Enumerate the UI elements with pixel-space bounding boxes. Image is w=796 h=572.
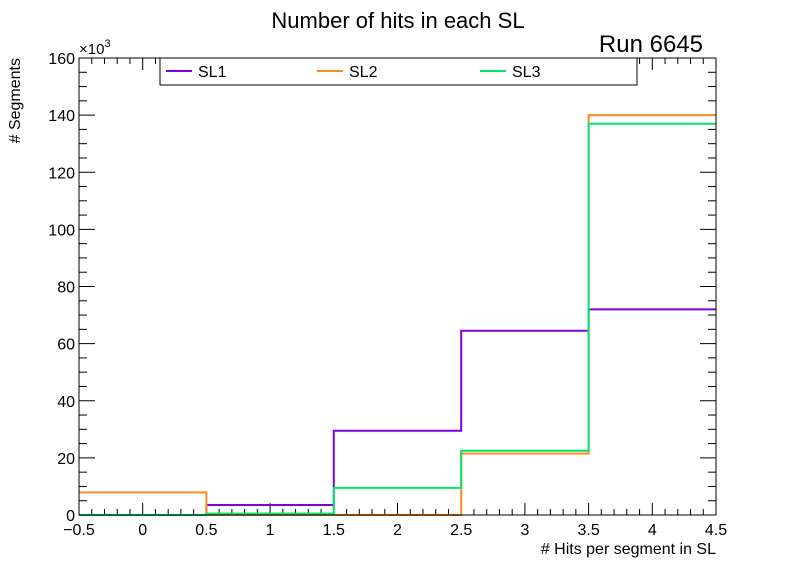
y-tick-label: 40 (57, 394, 75, 411)
legend-label-sl3: SL3 (512, 64, 541, 81)
y-tick-label: 140 (48, 108, 75, 125)
x-tick-label: 4.5 (705, 522, 727, 539)
x-tick-labels: −0.5 0 0.5 1 1.5 2 2.5 3 3.5 4 4.5 (63, 522, 727, 539)
y-tick-label: 120 (48, 165, 75, 182)
legend-label-sl1: SL1 (198, 64, 227, 81)
x-tick-label: 1.5 (323, 522, 345, 539)
y-axis-label: # Segments (7, 58, 24, 143)
chart-title: Number of hits in each SL (271, 8, 524, 33)
y-tick-label: 160 (48, 51, 75, 68)
x-tick-label: 4 (648, 522, 657, 539)
x-tick-label: 0.5 (195, 522, 217, 539)
y-multiplier: ×103 (79, 38, 111, 58)
series-sl3-line (79, 122, 716, 516)
x-tick-label: 1 (266, 522, 275, 539)
y-multiplier-exponent: 3 (104, 38, 110, 50)
y-tick-label: 100 (48, 222, 75, 239)
x-axis-label: # Hits per segment in SL (541, 541, 716, 558)
legend: SL1 SL2 SL3 (159, 57, 638, 86)
y-tick-label: 0 (66, 508, 75, 525)
x-tick-label: 3 (520, 522, 529, 539)
y-tick-label: 80 (57, 280, 75, 297)
x-tick-label: 0 (138, 522, 147, 539)
legend-label-sl2: SL2 (349, 64, 378, 81)
x-tick-label: −0.5 (63, 522, 95, 539)
y-tick-label: 20 (57, 451, 75, 468)
y-tick-label: 60 (57, 337, 75, 354)
y-tick-labels: 0 20 40 60 80 100 120 140 160 (48, 51, 75, 525)
x-tick-label: 2 (393, 522, 402, 539)
y-multiplier-base: ×10 (79, 41, 104, 58)
x-tick-label: 2.5 (450, 522, 472, 539)
run-annotation: Run 6645 (599, 31, 703, 58)
legend-box (159, 57, 638, 86)
x-tick-label: 3.5 (577, 522, 599, 539)
